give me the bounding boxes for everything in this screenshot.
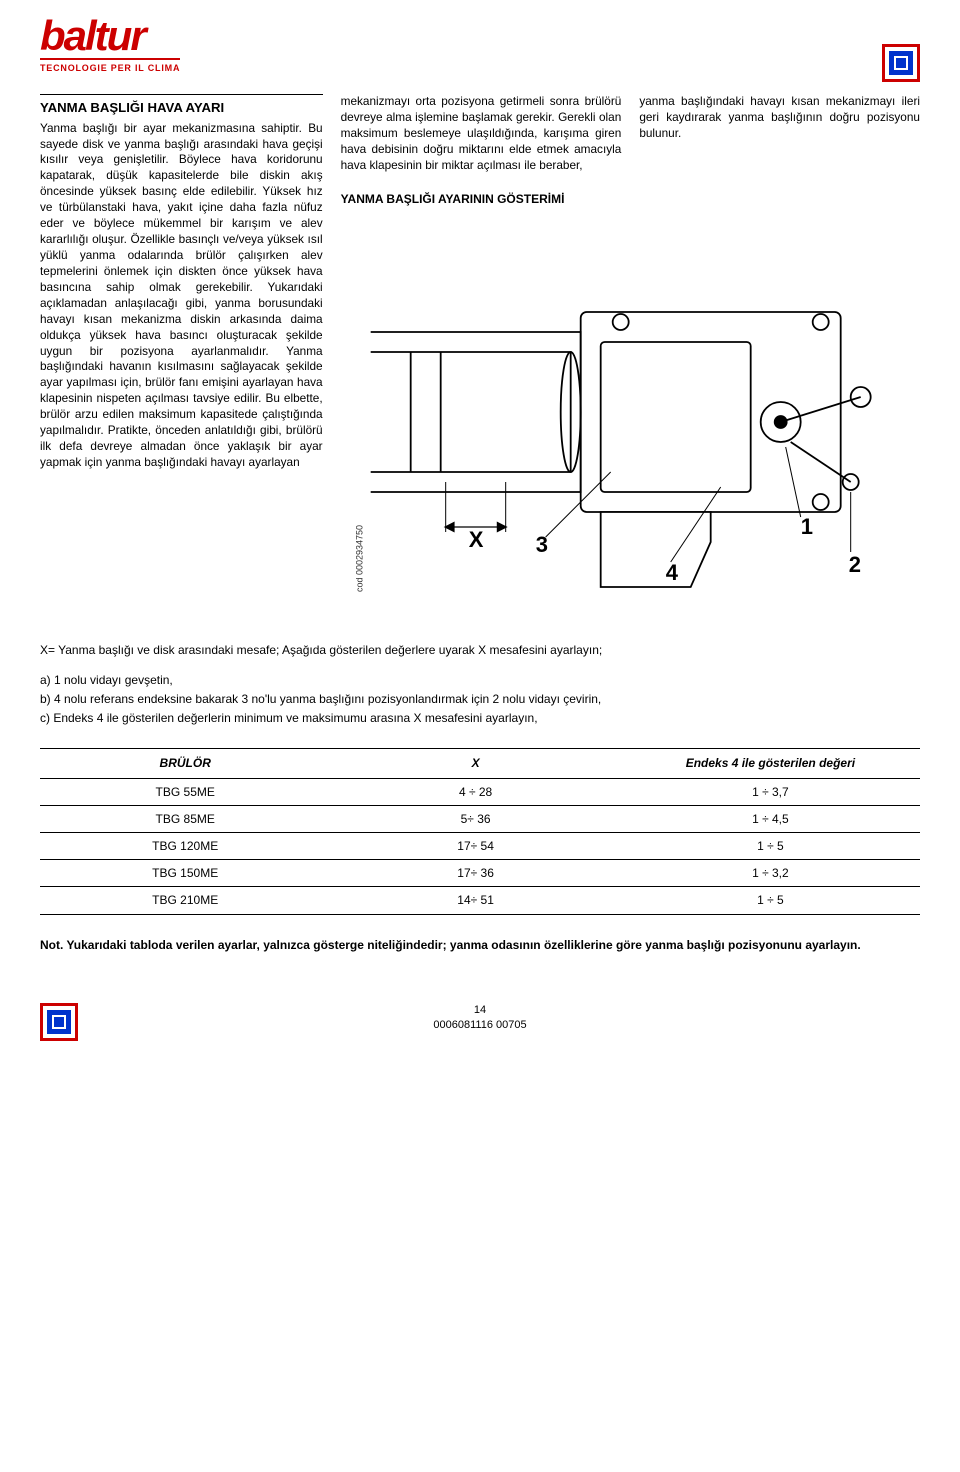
step-c: c) Endeks 4 ile gösterilen değerlerin mi…	[40, 710, 920, 726]
corner-marker-icon	[40, 1003, 78, 1041]
table-row: TBG 85ME5÷ 361 ÷ 4,5	[40, 805, 920, 832]
diagram-code: cod 0002934750	[354, 525, 364, 592]
diagram-label-x: X	[468, 527, 483, 552]
step-a: a) 1 nolu vidayı gevşetin,	[40, 672, 920, 688]
lower-content: X= Yanma başlığı ve disk arasındaki mesa…	[40, 642, 920, 953]
table-row: TBG 150ME17÷ 361 ÷ 3,2	[40, 860, 920, 887]
table-row: TBG 120ME17÷ 541 ÷ 5	[40, 832, 920, 859]
table-row: TBG 55ME4 ÷ 281 ÷ 3,7	[40, 778, 920, 805]
figure-title: YANMA BAŞLIĞI AYARININ GÖSTERİMİ	[341, 191, 622, 207]
page-header: baltur TECNOLOGIE PER IL CLIMA	[40, 18, 920, 74]
diagram-svg: X 3 4 1 2 cod 0002934750	[341, 222, 920, 602]
column-3-text: yanma başlığındaki havayı kısan mekanizm…	[639, 94, 920, 142]
diagram-callout-3: 3	[535, 532, 547, 557]
note-text: Not. Yukarıdaki tabloda verilen ayarlar,…	[40, 937, 920, 953]
table-body: TBG 55ME4 ÷ 281 ÷ 3,7 TBG 85ME5÷ 361 ÷ 4…	[40, 778, 920, 914]
footer-code: 0006081116 00705	[40, 1018, 920, 1033]
footer-page: 14	[40, 1003, 920, 1018]
brand-subtitle: TECNOLOGIE PER IL CLIMA	[40, 58, 180, 74]
step-b: b) 4 nolu referans endeksine bakarak 3 n…	[40, 691, 920, 707]
column-3: yanma başlığındaki havayı kısan mekanizm…	[639, 94, 920, 216]
content-columns: YANMA BAŞLIĞI HAVA AYARI Yanma başlığı b…	[40, 94, 920, 602]
table-header-x: X	[330, 749, 620, 778]
page-footer: 14 0006081116 00705	[40, 1003, 920, 1034]
diagram-callout-1: 1	[800, 514, 812, 539]
column-1-text: Yanma başlığı bir ayar mekanizmasına sah…	[40, 121, 323, 471]
diagram-callout-4: 4	[665, 560, 678, 585]
corner-marker-icon	[882, 44, 920, 82]
section-title: YANMA BAŞLIĞI HAVA AYARI	[40, 94, 323, 117]
brand-logo: baltur TECNOLOGIE PER IL CLIMA	[40, 18, 180, 74]
x-legend: X= Yanma başlığı ve disk arasındaki mesa…	[40, 642, 920, 658]
technical-diagram: X 3 4 1 2 cod 0002934750	[341, 222, 920, 602]
settings-table: BRÜLÖR X Endeks 4 ile gösterilen değeri …	[40, 748, 920, 914]
table-header-row: BRÜLÖR X Endeks 4 ile gösterilen değeri	[40, 749, 920, 778]
table-row: TBG 210ME14÷ 511 ÷ 5	[40, 887, 920, 914]
brand-name: baltur	[40, 18, 180, 54]
table-header-burner: BRÜLÖR	[40, 749, 330, 778]
table-header-index: Endeks 4 ile gösterilen değeri	[621, 749, 920, 778]
column-1: YANMA BAŞLIĞI HAVA AYARI Yanma başlığı b…	[40, 94, 323, 602]
diagram-callout-2: 2	[848, 552, 860, 577]
column-2: mekanizmayı orta pozisyona getirmeli son…	[341, 94, 622, 216]
column-2-text: mekanizmayı orta pozisyona getirmeli son…	[341, 94, 622, 174]
